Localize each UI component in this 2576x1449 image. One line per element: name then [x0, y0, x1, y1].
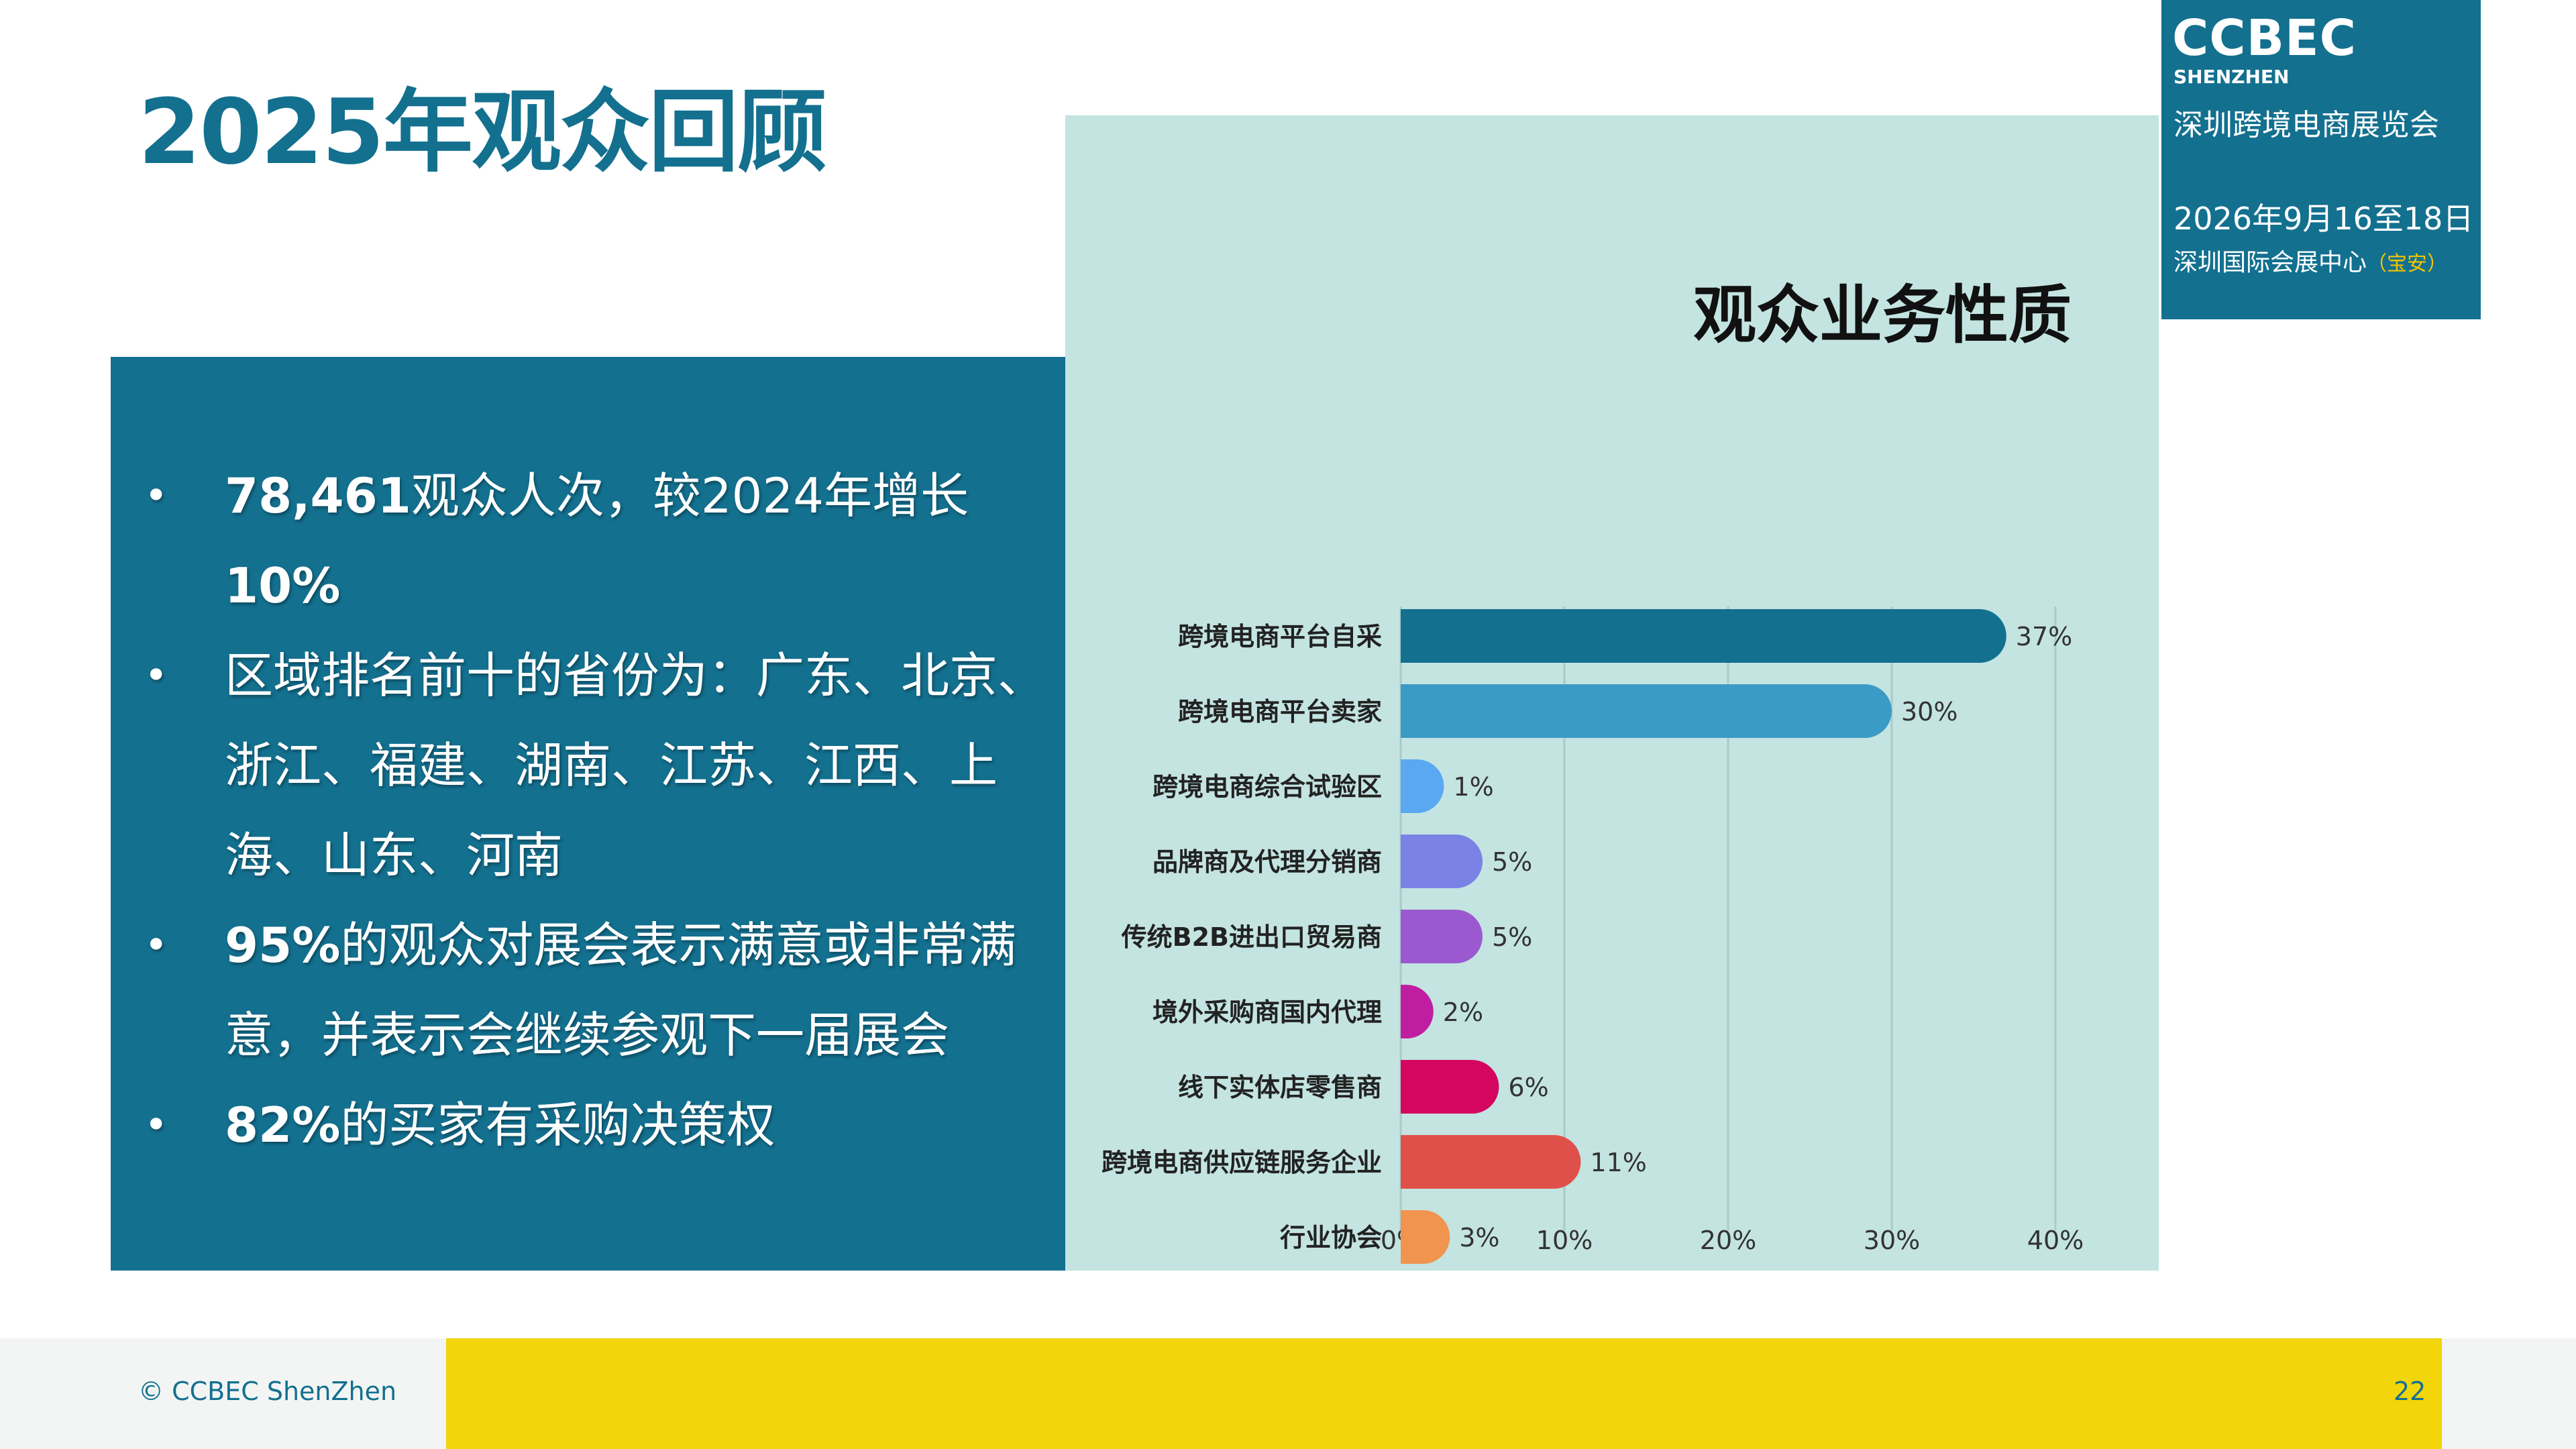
bar — [1401, 759, 1444, 813]
event-venue: 深圳国际会展中心（宝安） — [2174, 243, 2447, 278]
x-tick-label: 10% — [1536, 1226, 1593, 1255]
bar — [1401, 985, 1434, 1038]
bar — [1401, 910, 1483, 963]
buyers-text: 的买家有采购决策权 — [340, 1097, 775, 1153]
bar — [1401, 1210, 1450, 1264]
page-number: 22 — [2394, 1377, 2426, 1406]
summary-item-regions: • 区域排名前十的省份为：广东、北京、浙江、福建、湖南、江苏、江西、上海、山东、河… — [111, 631, 1065, 900]
event-date: 2026年9月16至18日 — [2174, 201, 2474, 237]
data-label: 1% — [1453, 772, 1493, 802]
regions-text: 区域排名前十的省份为：广东、北京、浙江、福建、湖南、江苏、江西、上海、山东、河南 — [225, 647, 1046, 883]
logo-city: SHENZHEN — [2174, 66, 2290, 88]
category-label: 跨境电商综合试验区 — [1152, 772, 1382, 802]
bar — [1401, 1060, 1499, 1114]
bullet-icon: • — [144, 1102, 168, 1148]
chart-panel: 0%10%20%30%40%跨境电商平台自采37%跨境电商平台卖家30%跨境电商… — [1065, 115, 2159, 1271]
bullet-icon: • — [144, 472, 168, 519]
summary-list: • 78,461观众人次，较2024年增长 10% • 区域排名前十的省份为：广东、北… — [111, 451, 1065, 1170]
category-label: 跨境电商平台自采 — [1178, 622, 1382, 651]
data-label: 3% — [1459, 1223, 1499, 1252]
summary-item-visitors: • 78,461观众人次，较2024年增长 10% — [111, 451, 1065, 631]
data-label: 11% — [1590, 1148, 1646, 1177]
footer-illustration — [0, 1338, 2576, 1449]
category-label: 线下实体店零售商 — [1178, 1073, 1382, 1102]
bar — [1401, 609, 2006, 663]
category-label: 跨境电商平台卖家 — [1178, 697, 1382, 727]
footer-illustration-art — [446, 1338, 2442, 1449]
bar — [1401, 835, 1483, 888]
category-label: 跨境电商供应链服务企业 — [1102, 1148, 1382, 1177]
visitors-text: 观众人次，较2024年增长 — [411, 468, 969, 524]
data-label: 5% — [1492, 922, 1532, 952]
category-label: 行业协会 — [1280, 1223, 1382, 1252]
event-venue-note: （宝安） — [2367, 252, 2448, 276]
category-label: 传统B2B进出口贸易商 — [1121, 922, 1382, 952]
data-label: 2% — [1443, 998, 1483, 1027]
visitors-count: 78,461 — [225, 468, 411, 524]
footer-copyright: © CCBEC ShenZhen — [138, 1377, 397, 1406]
satisfaction-rate: 95% — [225, 917, 341, 973]
summary-item-buyers: • 82%的买家有采购决策权 — [111, 1080, 1065, 1170]
data-label: 5% — [1492, 847, 1532, 877]
satisfaction-text: 的观众对展会表示满意或非常满意，并表示会继续参观下一届展会 — [225, 917, 1017, 1063]
bar — [1401, 1135, 1581, 1189]
summary-panel: • 78,461观众人次，较2024年增长 10% • 区域排名前十的省份为：广东、北… — [111, 357, 1065, 1271]
data-label: 6% — [1508, 1073, 1548, 1102]
event-name: 深圳跨境电商展览会 — [2174, 108, 2439, 142]
x-tick-label: 40% — [2027, 1226, 2084, 1255]
category-label: 品牌商及代理分销商 — [1152, 847, 1382, 877]
summary-item-satisfaction: • 95%的观众对展会表示满意或非常满意，并表示会继续参观下一届展会 — [111, 900, 1065, 1080]
buyers-rate: 82% — [225, 1097, 341, 1153]
x-tick-label: 30% — [1864, 1226, 1920, 1255]
logo-wordmark: CCBEC — [2172, 9, 2357, 67]
bullet-icon: • — [144, 922, 168, 969]
event-venue-name: 深圳国际会展中心 — [2174, 249, 2367, 276]
bar — [1401, 684, 1892, 738]
category-label: 境外采购商国内代理 — [1152, 998, 1382, 1027]
bullet-icon: • — [144, 652, 168, 699]
chart-title: 观众业务性质 — [1693, 279, 2072, 352]
event-logo-box: CCBEC SHENZHEN 深圳跨境电商展览会 2026年9月16至18日 深… — [2161, 0, 2481, 319]
data-label: 30% — [1901, 697, 1957, 727]
visitors-growth: 10% — [225, 557, 341, 614]
business-type-chart: 0%10%20%30%40%跨境电商平台自采37%跨境电商平台卖家30%跨境电商… — [1102, 606, 2084, 1264]
data-label: 37% — [2016, 622, 2072, 651]
x-tick-label: 20% — [1700, 1226, 1756, 1255]
page-title: 2025年观众回顾 — [138, 80, 827, 184]
